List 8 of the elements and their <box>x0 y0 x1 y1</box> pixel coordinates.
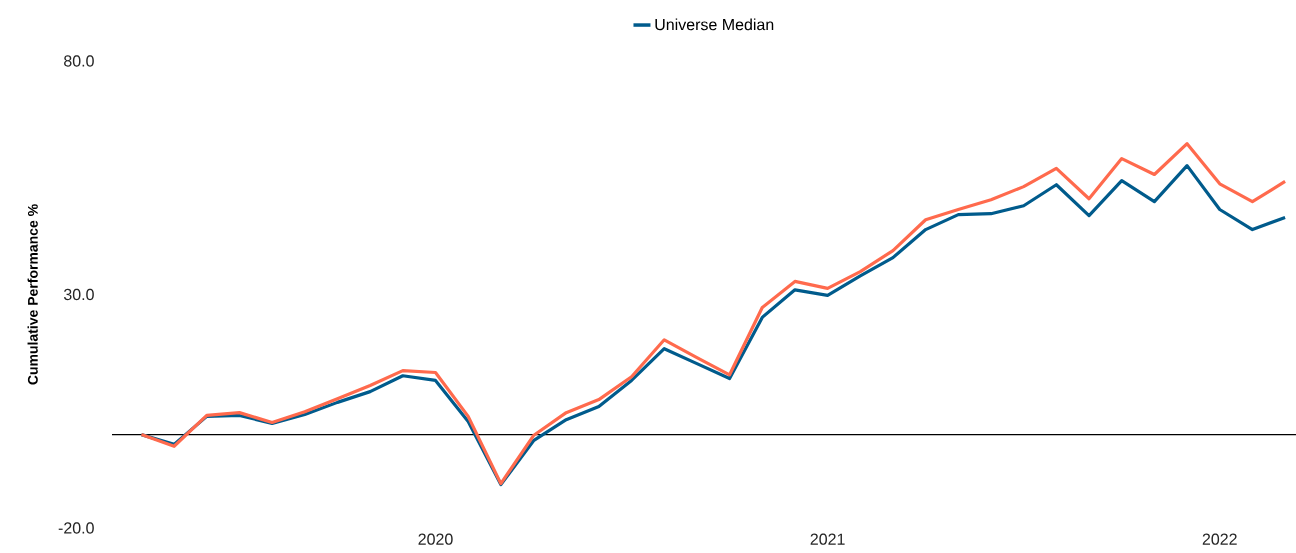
x-tick-label: 2022 <box>1202 533 1237 545</box>
y-axis-title: Cumulative Performance % <box>27 204 38 385</box>
legend-label: Universe Median <box>655 18 774 31</box>
y-tick-label: 80.0 <box>64 55 94 67</box>
y-tick-label: 30.0 <box>63 288 94 301</box>
x-tick-label: 2021 <box>810 533 845 545</box>
x-tick-label: 2020 <box>418 533 453 545</box>
y-tick-label: -20.0 <box>58 522 94 534</box>
